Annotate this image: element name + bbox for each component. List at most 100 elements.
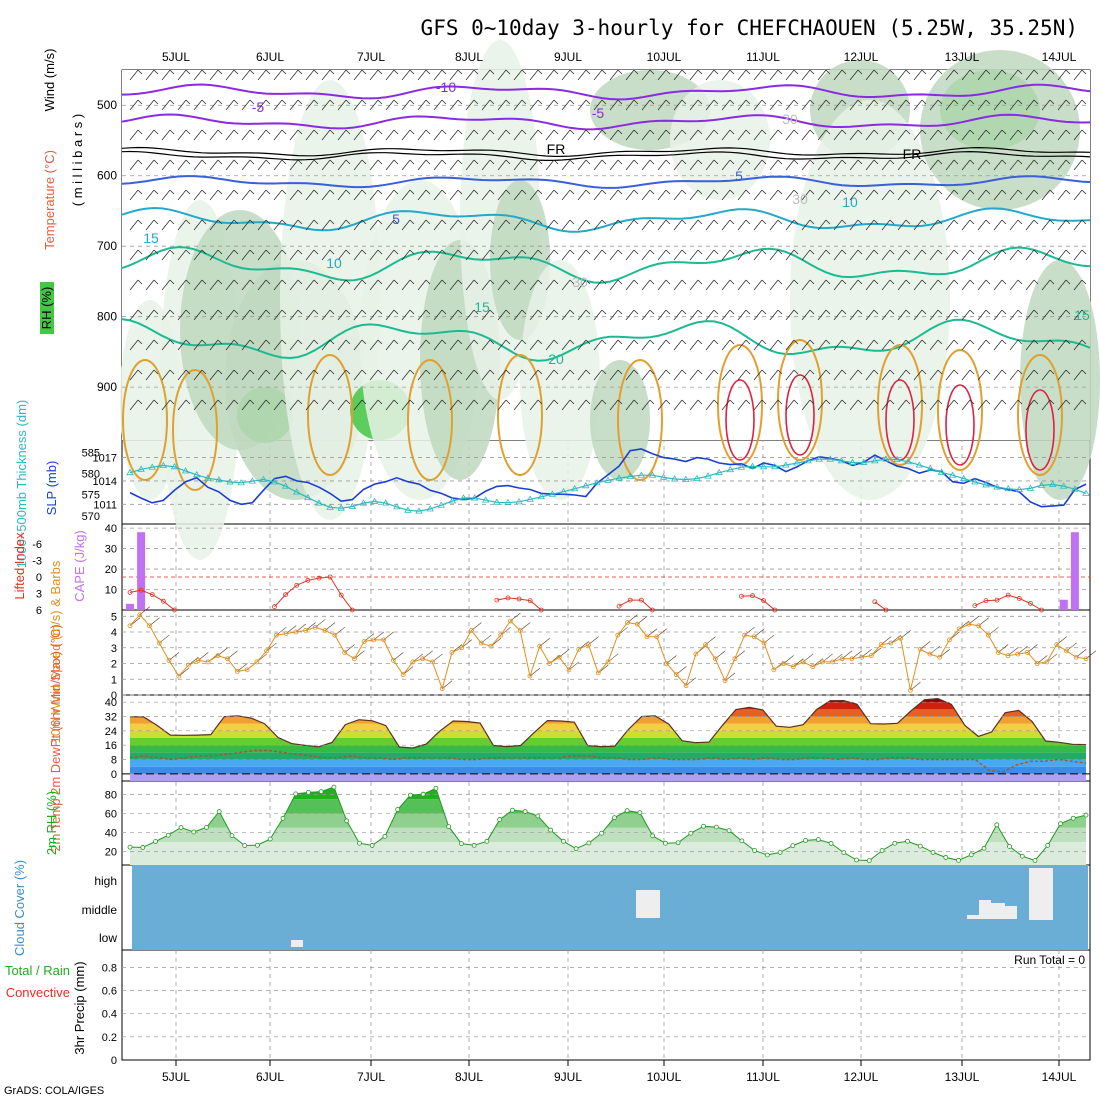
wind-barb-flag (329, 129, 335, 135)
wind-barb-flag (265, 369, 271, 375)
wind-barb (625, 309, 635, 321)
wind-barb-flag (457, 159, 463, 165)
wind-barb-flag (329, 189, 335, 195)
wind-barb (641, 309, 651, 321)
wind-barb-flag (601, 279, 607, 285)
cloud-cover-panel (132, 865, 1088, 950)
wind-barb-flag (1033, 159, 1039, 165)
pressure-axis-label: ( m i l l i b a r s ) (70, 114, 85, 206)
wind-barb-flag (441, 69, 447, 75)
wind-barb-flag (841, 129, 847, 135)
wind-barb-flag (473, 339, 479, 345)
wind-barb-flag (985, 129, 991, 135)
wind-barb-flag (921, 309, 927, 315)
wind-barb (449, 129, 459, 141)
wind-marker (469, 628, 474, 633)
wind-barb-flag (665, 129, 671, 135)
wind-barb-flag (457, 189, 463, 195)
slp-thickness-panel (122, 448, 1090, 514)
wind-barb (225, 219, 235, 231)
wind-barb (129, 279, 139, 291)
wind-barb-flag (953, 69, 959, 75)
wind-barb (593, 219, 603, 231)
wind-barb-flag (569, 309, 575, 315)
wind-barb-flag (345, 369, 351, 375)
chart-title: GFS 0~10day 3-hourly for CHEFCHAOUEN (5.… (421, 16, 1078, 40)
wind-barb (881, 159, 891, 171)
rh2m-marker (828, 841, 834, 846)
contour-label: -5 (592, 105, 605, 121)
top-date-label: 14JUL (1042, 50, 1077, 64)
wind-barb (401, 279, 411, 291)
wind-barb-flag (137, 309, 143, 315)
wind-barb (1025, 309, 1035, 321)
wind-barb (1025, 99, 1035, 111)
wind-barb-flag (185, 249, 191, 255)
wind-barb (465, 339, 475, 351)
wind-marker (127, 623, 133, 629)
wind-barb (161, 129, 171, 141)
wind-barb-flag (153, 399, 159, 405)
wind-barb (913, 339, 923, 351)
wind-barb (545, 309, 555, 321)
wind-barb (305, 309, 315, 321)
wind-barb-flag (905, 249, 911, 255)
wind-barb (305, 189, 315, 201)
wind-barb-flag (937, 219, 943, 225)
wind-barb (449, 369, 459, 381)
precip-tick-label: 0 (111, 1055, 117, 1067)
wind-barb (129, 129, 139, 141)
wind-barb (561, 309, 571, 321)
wind-barb-flag (409, 159, 415, 165)
wind-barb (609, 249, 619, 261)
wind-barb (817, 249, 827, 261)
wind-barb-flag (953, 399, 959, 405)
rh-band (130, 799, 1086, 814)
wind-barb (465, 369, 475, 381)
wind-barb (177, 189, 187, 201)
wind-barb-flag (729, 189, 735, 195)
wind-barb-flag (889, 339, 895, 345)
wind-barb (257, 129, 267, 141)
wind-barb-flag (553, 99, 559, 105)
wind-barb-flag (873, 99, 879, 105)
wind-barb-flag (1049, 69, 1055, 75)
wind-barb-flag (777, 99, 783, 105)
wind-barb-flag (217, 69, 223, 75)
wind-marker (264, 648, 269, 654)
wind-barb-flag (793, 99, 799, 105)
wind-barb (161, 219, 171, 231)
wind-barb-flag (553, 279, 559, 285)
wind-barb (337, 129, 347, 141)
temp-band (130, 730, 1086, 738)
wind-barb-flag (649, 309, 655, 315)
wind-barb-flag (969, 279, 975, 285)
wind-barb-flag (345, 129, 351, 135)
wind-barb-flag (169, 129, 175, 135)
wind-marker (488, 643, 494, 649)
wind-barb-flag (377, 249, 383, 255)
temp-tick-label: 0 (111, 769, 117, 781)
wind-barb-flag (873, 309, 879, 315)
wind-barb-flag (553, 249, 559, 255)
wind-barb-flag (329, 369, 335, 375)
rh2m-marker (127, 844, 133, 850)
wind-barb-flag (825, 369, 831, 375)
rh-shade (670, 80, 770, 200)
wind-barb-flag (585, 369, 591, 375)
wind-barb (641, 219, 651, 231)
wind-barb-flag (713, 159, 719, 165)
wind-marker (586, 642, 591, 648)
wind-barb (785, 369, 795, 381)
cloud-block (291, 940, 303, 947)
wind-barb-flag (185, 99, 191, 105)
wind-barb (161, 69, 171, 81)
wind-barb-flag (649, 219, 655, 225)
wind-barb (929, 189, 939, 201)
rh-bands (130, 787, 1086, 865)
wind-barb-flag (1065, 369, 1071, 375)
wind-barb (881, 69, 891, 81)
wind-barb (977, 249, 987, 261)
wind-barb-flag (313, 129, 319, 135)
wind-barb (465, 219, 475, 231)
